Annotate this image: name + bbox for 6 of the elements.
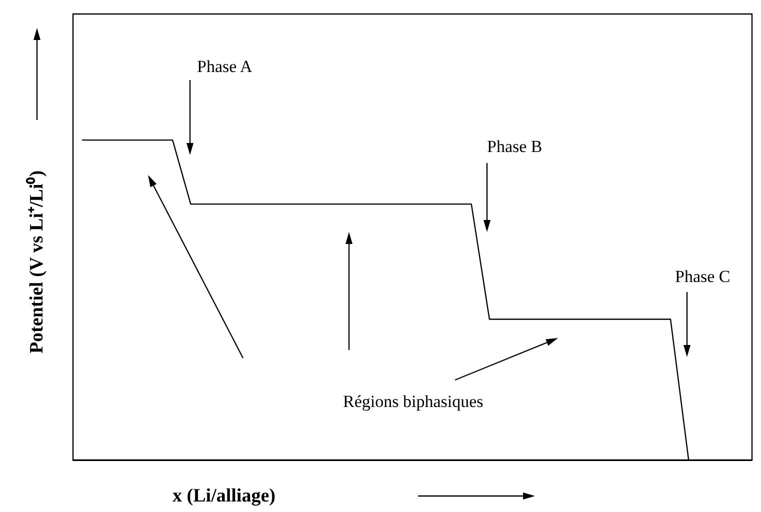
x-axis-title: x (Li/alliage) xyxy=(172,486,276,506)
text: Phase A xyxy=(197,57,253,76)
annotation: Phase B xyxy=(487,137,542,156)
annotation: Régions biphasiques xyxy=(343,392,484,411)
y-axis-title: Potentiel (V vs Li⁺/Li⁰) xyxy=(26,170,48,354)
annotation: Phase C xyxy=(675,267,730,286)
